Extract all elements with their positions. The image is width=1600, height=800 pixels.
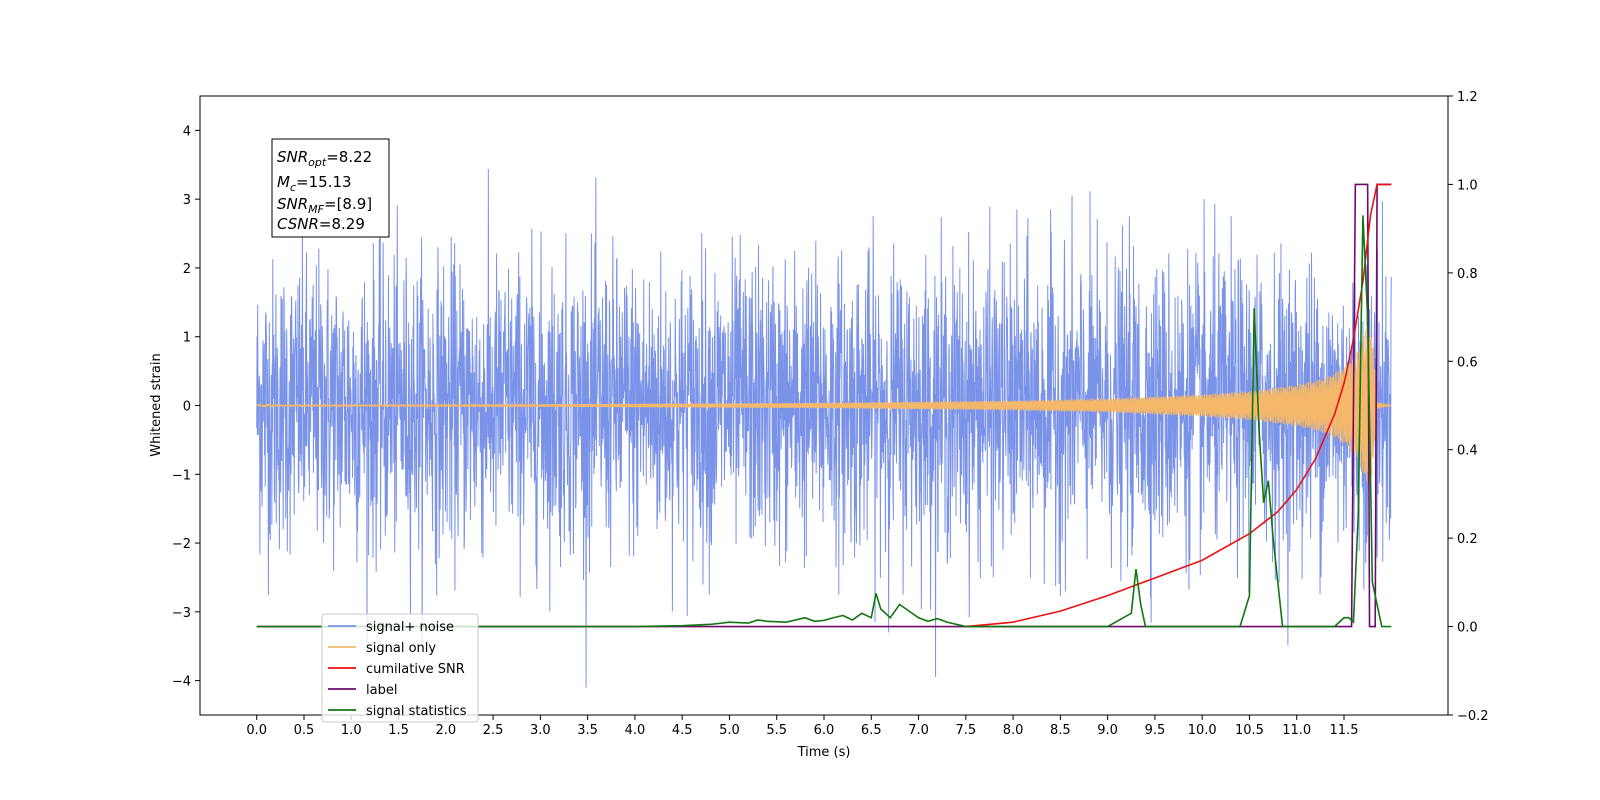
legend-label: signal statistics [366, 704, 467, 719]
x-tick-label: 7.5 [955, 723, 976, 738]
y-left-tick-label: −2 [172, 537, 191, 552]
annotation-line-snr-opt: SNRopt=8.22 [277, 148, 372, 169]
series-signal-noise [256, 168, 1392, 688]
x-tick-label: 11.5 [1330, 723, 1359, 738]
x-tick-label: 8.5 [1050, 723, 1071, 738]
x-tick-label: 6.5 [861, 723, 882, 738]
y-left-tick-label: −1 [172, 468, 191, 483]
x-tick-label: 1.5 [388, 723, 409, 738]
legend-label: signal only [366, 641, 436, 656]
y-right-tick-label: 1.0 [1457, 178, 1478, 193]
y-axis-right: 1.2 1.0 0.8 0.6 0.4 0.2 0.0 −0.2 [1448, 90, 1489, 724]
legend: signal+ noise signal only cumilative SNR la… [321, 613, 479, 723]
y-left-tick-label: −3 [172, 606, 191, 621]
annotation-box: SNRopt=8.22 Mc=15.13 SNRMF=[8.9] CSNR=8.… [271, 138, 390, 238]
y-right-tick-label: 0.8 [1457, 267, 1478, 282]
x-tick-label: 4.5 [672, 723, 693, 738]
series-signal-only [256, 326, 1392, 485]
y-left-tick-label: 3 [183, 193, 191, 208]
x-tick-label: 3.0 [530, 723, 551, 738]
x-tick-label: 1.0 [341, 723, 362, 738]
x-tick-label: 10.5 [1235, 723, 1264, 738]
x-tick-label: 4.0 [625, 723, 646, 738]
y-axis-left: 4 3 2 1 0 −1 −2 −3 −4 [172, 124, 200, 690]
y-left-tick-label: 1 [183, 331, 191, 346]
y-right-tick-label: 0.4 [1457, 444, 1478, 459]
plot-area [256, 168, 1392, 688]
x-tick-label: 8.0 [1003, 723, 1024, 738]
y-right-tick-label: 1.2 [1457, 90, 1478, 105]
y-left-tick-label: 0 [183, 400, 191, 415]
x-tick-label: 3.5 [577, 723, 598, 738]
y-right-tick-label: 0.0 [1457, 621, 1478, 636]
x-tick-label: 9.0 [1097, 723, 1118, 738]
legend-label: signal+ noise [366, 620, 454, 635]
annotation-line-mc: Mc=15.13 [277, 173, 352, 194]
y-left-tick-label: 4 [183, 124, 191, 139]
annotation-line-csnr: CSNR=8.29 [277, 215, 365, 233]
legend-label: cumilative SNR [366, 662, 465, 677]
x-tick-label: 11.0 [1282, 723, 1311, 738]
legend-frame [321, 613, 479, 723]
y-right-tick-label: 0.2 [1457, 532, 1478, 547]
y-right-tick-label: 0.6 [1457, 355, 1478, 370]
y-left-tick-label: 2 [183, 262, 191, 277]
x-tick-label: 2.0 [435, 723, 456, 738]
x-axis: 0.0 0.5 1.0 1.5 2.0 2.5 3.0 3.5 4.0 4.5 5.0 5.5 6.0 6… [246, 715, 1358, 738]
y-left-tick-label: −4 [172, 675, 191, 690]
x-tick-label: 7.0 [908, 723, 929, 738]
x-tick-label: 6.0 [814, 723, 835, 738]
series-signal-statistics [256, 215, 1392, 628]
x-axis-label: Time (s) [797, 745, 851, 760]
y-axis-label: Whitened strain [149, 353, 164, 456]
x-tick-label: 10.0 [1188, 723, 1217, 738]
x-tick-label: 0.5 [294, 723, 315, 738]
y-right-tick-label: −0.2 [1457, 709, 1489, 724]
x-tick-label: 5.0 [719, 723, 740, 738]
annotation-line-snr-mf: SNRMF=[8.9] [277, 195, 372, 216]
x-tick-label: 0.0 [246, 723, 267, 738]
legend-label: label [366, 683, 397, 698]
x-tick-label: 2.5 [483, 723, 504, 738]
x-tick-label: 5.5 [766, 723, 787, 738]
x-tick-label: 9.5 [1145, 723, 1166, 738]
